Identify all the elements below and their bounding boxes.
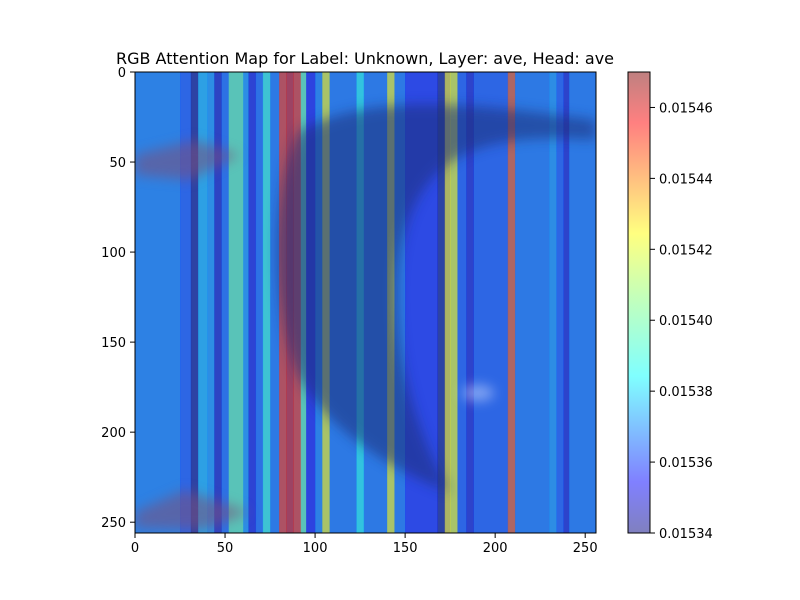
y-tick-label: 50 (109, 156, 126, 171)
attention-column-6 (221, 72, 230, 533)
attention-column-34 (549, 72, 557, 533)
y-tick-label: 250 (101, 516, 126, 531)
x-tick-label: 0 (131, 541, 139, 556)
colorbar-gradient (628, 72, 650, 533)
attention-column-5 (214, 72, 222, 533)
underlay-highlight (462, 385, 494, 401)
attention-column-10 (255, 72, 264, 533)
y-tick-label: 200 (101, 426, 126, 441)
attention-column-9 (248, 72, 257, 533)
colorbar-tick-label: 0.01546 (659, 101, 713, 116)
attention-column-11 (262, 72, 271, 533)
attention-column-29 (457, 72, 467, 533)
colorbar-tick-label: 0.01536 (659, 456, 713, 471)
underlay-crescent (277, 104, 596, 492)
colorbar-tick-label: 0.01538 (659, 385, 713, 400)
attention-column-4 (207, 72, 215, 533)
attention-column-3 (198, 72, 208, 533)
x-tick-label: 200 (483, 541, 508, 556)
attention-column-37 (568, 72, 596, 533)
attention-column-36 (563, 72, 570, 533)
y-tick-label: 100 (101, 246, 126, 261)
colorbar: 0.01534 0.01536 0.01538 0.01540 0.01542 0.015… (627, 71, 713, 542)
attention-column-31 (473, 72, 509, 533)
attention-column-26 (437, 72, 446, 533)
x-tick-label: 100 (303, 541, 328, 556)
attention-column-2 (190, 72, 199, 533)
y-tick-label: 150 (101, 336, 126, 351)
attention-column-30 (466, 72, 474, 533)
attention-column-28 (450, 72, 458, 533)
colorbar-tick-label: 0.01542 (659, 243, 713, 258)
underlay-left-blob-bottom (135, 490, 250, 530)
colorbar-ticks: 0.01534 0.01536 0.01538 0.01540 0.01542 0.015… (650, 101, 713, 542)
attention-column-32 (507, 72, 516, 533)
colorbar-tick-label: 0.01544 (659, 172, 713, 187)
y-tick-label: 0 (118, 66, 126, 81)
attention-column-33 (514, 72, 550, 533)
plot-frame (134, 71, 597, 534)
x-axis: 0 50 100 150 200 250 (131, 533, 598, 556)
x-tick-label: 250 (573, 541, 598, 556)
colorbar-frame (627, 71, 651, 534)
underlay-left-blob-top (135, 140, 240, 180)
attention-column-35 (556, 72, 564, 533)
y-axis: 0 50 100 150 200 250 (101, 66, 135, 531)
attention-column-7 (228, 72, 244, 533)
x-tick-label: 50 (217, 541, 234, 556)
x-tick-label: 150 (393, 541, 418, 556)
colorbar-tick-label: 0.01534 (659, 527, 713, 542)
attention-column-0 (135, 72, 181, 533)
attention-column-24 (394, 72, 406, 533)
attention-column-8 (243, 72, 249, 533)
attention-column-12 (270, 72, 280, 533)
chart-title: RGB Attention Map for Label: Unknown, La… (116, 49, 614, 68)
attention-column-27 (444, 72, 451, 533)
colorbar-tick-label: 0.01540 (659, 314, 713, 329)
underlay-shape (135, 104, 596, 530)
attention-column-1 (180, 72, 192, 533)
plot-area (135, 72, 596, 533)
